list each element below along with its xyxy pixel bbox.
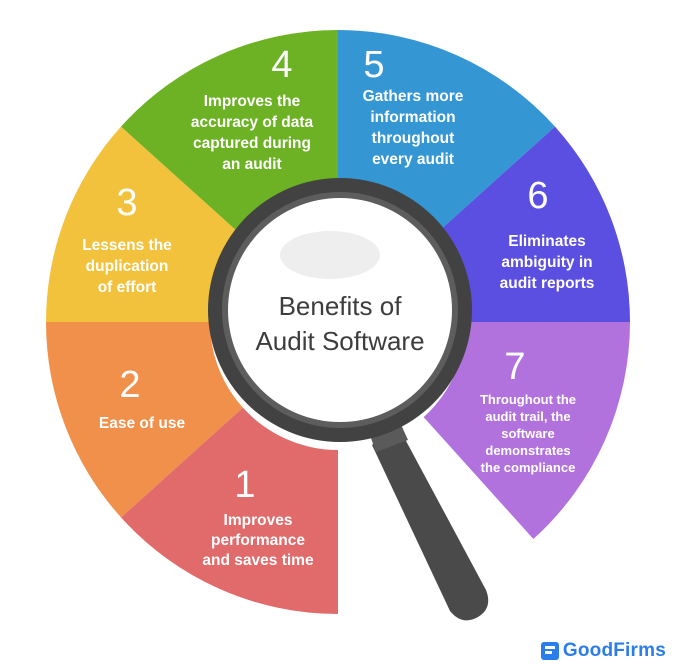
wheel-segment-2: [46, 322, 243, 518]
wheel-segment-3: [46, 126, 243, 322]
center-title-line2: Audit Software: [255, 326, 424, 356]
segment-label-6: Eliminates ambiguity in audit reports: [500, 233, 595, 292]
wheel-segment-5: [338, 30, 555, 237]
brand-logo: GoodFirms: [540, 640, 666, 662]
segment-label-3: Lessens the duplication of effort: [82, 237, 172, 296]
segment-number-4: 4: [271, 44, 292, 86]
segment-label-7: Throughout the audit trail, the software de…: [480, 392, 576, 475]
wheel-segment-6: [433, 126, 630, 322]
segment-number-1: 1: [234, 464, 255, 506]
wheel-segment-7: [423, 322, 630, 539]
segment-label-1: Improves performance and saves time: [202, 512, 314, 569]
segment-number-6: 6: [527, 175, 548, 217]
segment-label-2: Ease of use: [99, 415, 186, 432]
segment-label-5: Gathers more information throughout every a…: [363, 88, 464, 168]
segment-label-4: Improves the accuracy of data captured dur…: [191, 93, 314, 173]
center-title-line1: Benefits of: [279, 291, 403, 321]
segment-number-2: 2: [119, 364, 140, 406]
segment-number-5: 5: [363, 44, 384, 86]
wheel-segment-4: [121, 30, 338, 237]
wheel-segment-1: [121, 407, 338, 614]
brand-name: GoodFirms: [562, 640, 666, 661]
segment-number-7: 7: [504, 346, 525, 388]
magnifying-glass-icon: Benefits of Audit Software: [208, 178, 489, 621]
segment-number-3: 3: [116, 182, 137, 224]
goodfirms-logo-icon: [540, 642, 559, 660]
